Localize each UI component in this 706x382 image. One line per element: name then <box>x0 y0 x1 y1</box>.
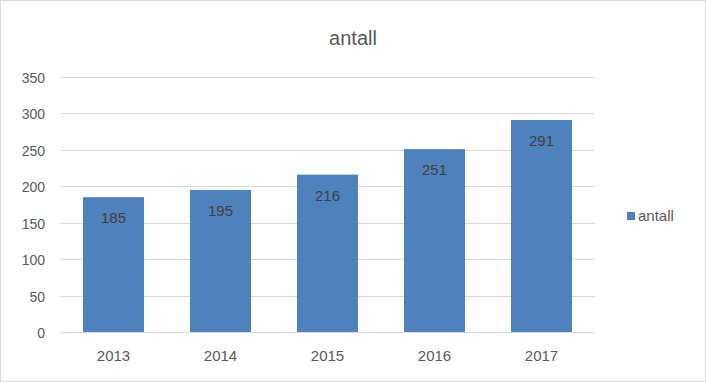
data-label: 195 <box>208 202 233 219</box>
bar <box>83 197 144 332</box>
data-labels: 185 195 216 251 291 <box>101 132 554 226</box>
bar <box>190 190 251 332</box>
y-tick-label: 250 <box>22 143 46 159</box>
legend-swatch <box>627 212 635 220</box>
y-tick-label: 150 <box>22 216 46 232</box>
grid-line <box>60 77 595 78</box>
y-tick-label: 300 <box>22 106 46 122</box>
chart-root: antall 0 50 100 150 200 250 300 350 185 195 216 251 2… <box>0 0 706 382</box>
x-tick-label: 2017 <box>525 347 558 364</box>
y-tick-label: 50 <box>29 289 45 305</box>
chart-svg: antall 0 50 100 150 200 250 300 350 185 195 216 251 2… <box>0 0 706 382</box>
y-tick-label: 200 <box>22 179 46 195</box>
chart-border <box>1 1 706 382</box>
chart-title: antall <box>329 27 377 49</box>
y-tick-label: 0 <box>37 325 45 341</box>
bars <box>83 120 572 332</box>
bar <box>297 175 358 332</box>
data-label: 251 <box>422 161 447 178</box>
y-tick-label: 350 <box>22 70 46 86</box>
bar <box>511 120 572 332</box>
x-tick-label: 2016 <box>418 347 451 364</box>
data-label: 291 <box>529 132 554 149</box>
data-label: 216 <box>315 187 340 204</box>
grid-line <box>60 113 595 114</box>
x-tick-label: 2013 <box>97 347 130 364</box>
x-axis-line <box>60 332 595 333</box>
bar <box>404 149 465 332</box>
x-tick-label: 2015 <box>311 347 344 364</box>
legend-label: antall <box>638 207 674 224</box>
y-tick-label: 100 <box>22 252 46 268</box>
data-label: 185 <box>101 209 126 226</box>
grid-line <box>60 332 595 333</box>
x-tick-label: 2014 <box>204 347 237 364</box>
